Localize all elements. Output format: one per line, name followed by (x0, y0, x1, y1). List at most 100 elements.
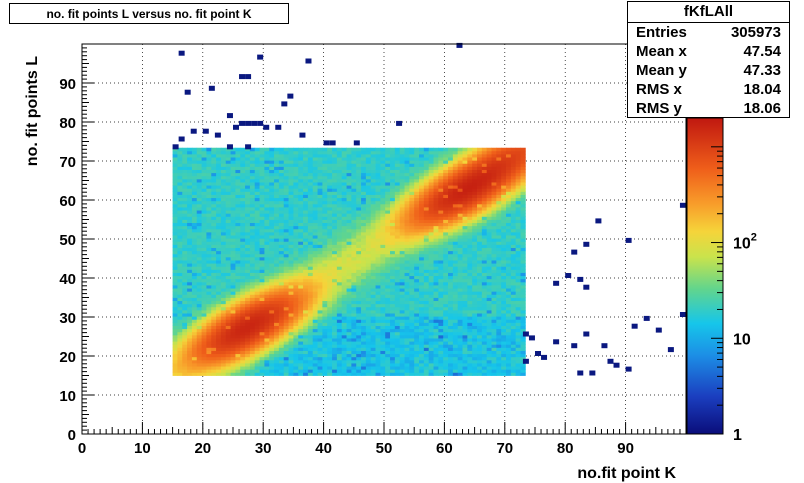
heatmap-cell (462, 194, 468, 199)
heatmap-cell (409, 263, 415, 267)
heatmap-cell (254, 313, 260, 317)
heatmap-cell (322, 191, 328, 195)
heatmap-cell (491, 244, 497, 248)
heatmap-cell (361, 263, 367, 267)
heatmap-cell (462, 291, 468, 295)
heatmap-cell (254, 319, 260, 323)
heatmap-cell (481, 216, 488, 220)
heatmap-cell (385, 256, 391, 261)
heatmap-cell (211, 275, 217, 280)
heatmap-cell (264, 250, 270, 255)
heatmap-cell (182, 247, 188, 252)
heatmap-cell (230, 278, 236, 283)
heatmap-cell (196, 285, 202, 289)
heatmap-cell (187, 194, 193, 199)
heatmap-cell (249, 160, 256, 164)
heatmap-cell (394, 194, 401, 199)
heatmap-cell (317, 344, 323, 348)
heatmap-cell (278, 157, 285, 161)
heatmap-cell (443, 247, 449, 252)
heatmap-cell (336, 256, 343, 261)
heatmap-cell (274, 334, 280, 339)
heatmap-cell (477, 178, 483, 183)
heatmap-cell (312, 191, 318, 195)
heatmap-cell (187, 216, 193, 220)
heatmap-cell (336, 281, 343, 286)
heatmap-cell (433, 263, 439, 267)
heatmap-cell (317, 244, 323, 248)
heatmap-cell (303, 341, 309, 345)
heatmap-cell (477, 250, 483, 255)
heatmap-cell (433, 235, 439, 239)
heatmap-cell (322, 147, 328, 152)
heatmap-cell (172, 275, 178, 280)
heatmap-cell (172, 222, 178, 227)
heatmap-cell (346, 322, 352, 326)
heatmap-cell (332, 256, 338, 261)
heatmap-cell (220, 300, 227, 305)
heatmap-cell (191, 285, 198, 289)
heatmap-cell (365, 288, 372, 292)
heatmap-cell (283, 288, 289, 292)
heatmap-cell (235, 235, 241, 239)
heatmap-cell (467, 272, 473, 277)
heatmap-cell (361, 334, 367, 339)
heatmap-cell (259, 169, 265, 174)
heatmap-cell (196, 328, 202, 333)
heatmap-cell (419, 228, 425, 233)
heatmap-cell (216, 338, 222, 342)
heatmap-cell (370, 250, 376, 255)
heatmap-cell (341, 278, 347, 283)
heatmap-cell (336, 213, 343, 217)
heatmap-cell (346, 178, 352, 183)
heatmap-cell (322, 369, 328, 373)
heatmap-cell (283, 178, 289, 183)
heatmap-cell (220, 281, 227, 286)
heatmap-cell (245, 178, 251, 183)
heatmap-cell (496, 194, 502, 199)
heatmap-cell (496, 288, 502, 292)
heatmap-cell (264, 285, 270, 289)
heatmap-cell (462, 235, 468, 239)
heatmap-cell (428, 372, 434, 376)
heatmap-cell (370, 272, 376, 277)
heatmap-cell (182, 325, 188, 330)
heatmap-cell (201, 306, 207, 311)
heatmap-cell (467, 225, 473, 230)
heatmap-cell (351, 222, 357, 227)
heatmap-cell (249, 294, 256, 298)
heatmap-cell (177, 369, 183, 373)
heatmap-cell (182, 253, 188, 258)
heatmap-cell (322, 160, 328, 164)
heatmap-cell (235, 359, 241, 364)
heatmap-cell (298, 213, 304, 217)
heatmap-cell (462, 241, 468, 245)
heatmap-cell (341, 291, 347, 295)
heatmap-cell (438, 288, 444, 292)
heatmap-cell (462, 150, 468, 155)
heatmap-cell (201, 188, 207, 192)
heatmap-cell (394, 163, 401, 167)
heatmap-cell (312, 278, 318, 283)
heatmap-cell (438, 247, 444, 252)
heatmap-cell (182, 322, 188, 326)
heatmap-cell (172, 231, 178, 236)
heatmap-cell (298, 250, 304, 255)
heatmap-cell (409, 166, 415, 170)
heatmap-cell (356, 203, 362, 208)
heatmap-cell (404, 166, 410, 170)
heatmap-cell (332, 153, 338, 158)
heatmap-cell (307, 363, 314, 367)
heatmap-cell (278, 272, 285, 277)
heatmap-cell (457, 225, 463, 230)
heatmap-cell (419, 341, 425, 345)
heatmap-cell (182, 303, 188, 308)
heatmap-cell (385, 150, 391, 155)
heatmap-cell (419, 322, 425, 326)
heatmap-cell (249, 197, 256, 202)
heatmap-cell (428, 188, 434, 192)
heatmap-cell (264, 272, 270, 277)
heatmap-cell (303, 297, 309, 302)
heatmap-cell (264, 172, 270, 177)
heatmap-cell (438, 197, 444, 202)
